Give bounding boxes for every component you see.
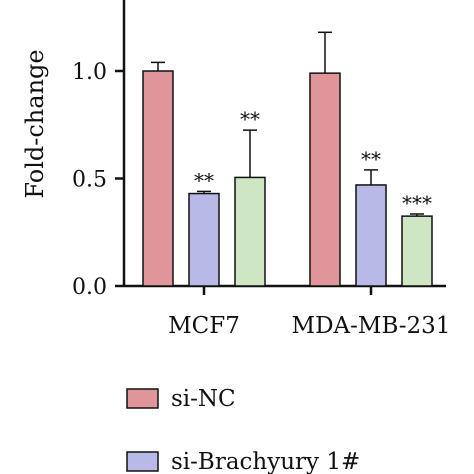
bar <box>234 176 266 287</box>
significance-marker: ** <box>240 107 260 131</box>
x-ticks: MCF7 MDA-MB-231 <box>168 286 450 339</box>
y-tick-label: 1.0 <box>72 60 107 85</box>
y-tick-label: 0.5 <box>72 168 107 193</box>
significance-marker: ** <box>194 168 214 192</box>
bar <box>401 215 433 287</box>
legend-label: si-NC <box>171 386 236 412</box>
y-axis: 0.0 0.5 1.0 <box>72 0 126 300</box>
y-tick-label: 0.0 <box>72 275 107 300</box>
bar <box>309 72 341 287</box>
x-tick-label: MCF7 <box>168 313 240 339</box>
legend-label: si-Brachyury 1# <box>171 449 360 474</box>
legend-swatch <box>126 388 159 409</box>
legend-swatch <box>126 451 159 472</box>
y-axis-label: Fold-change <box>21 49 49 198</box>
bars: ********* <box>142 31 433 287</box>
legend: si-NC si-Brachyury 1# <box>126 386 360 474</box>
significance-marker: *** <box>402 191 432 215</box>
bar <box>188 192 220 287</box>
x-tick-label: MDA-MB-231 <box>292 313 451 339</box>
significance-marker: ** <box>361 147 381 171</box>
bar <box>355 184 387 287</box>
y-ticks: 0.0 0.5 1.0 <box>72 60 124 300</box>
bar <box>142 70 174 287</box>
